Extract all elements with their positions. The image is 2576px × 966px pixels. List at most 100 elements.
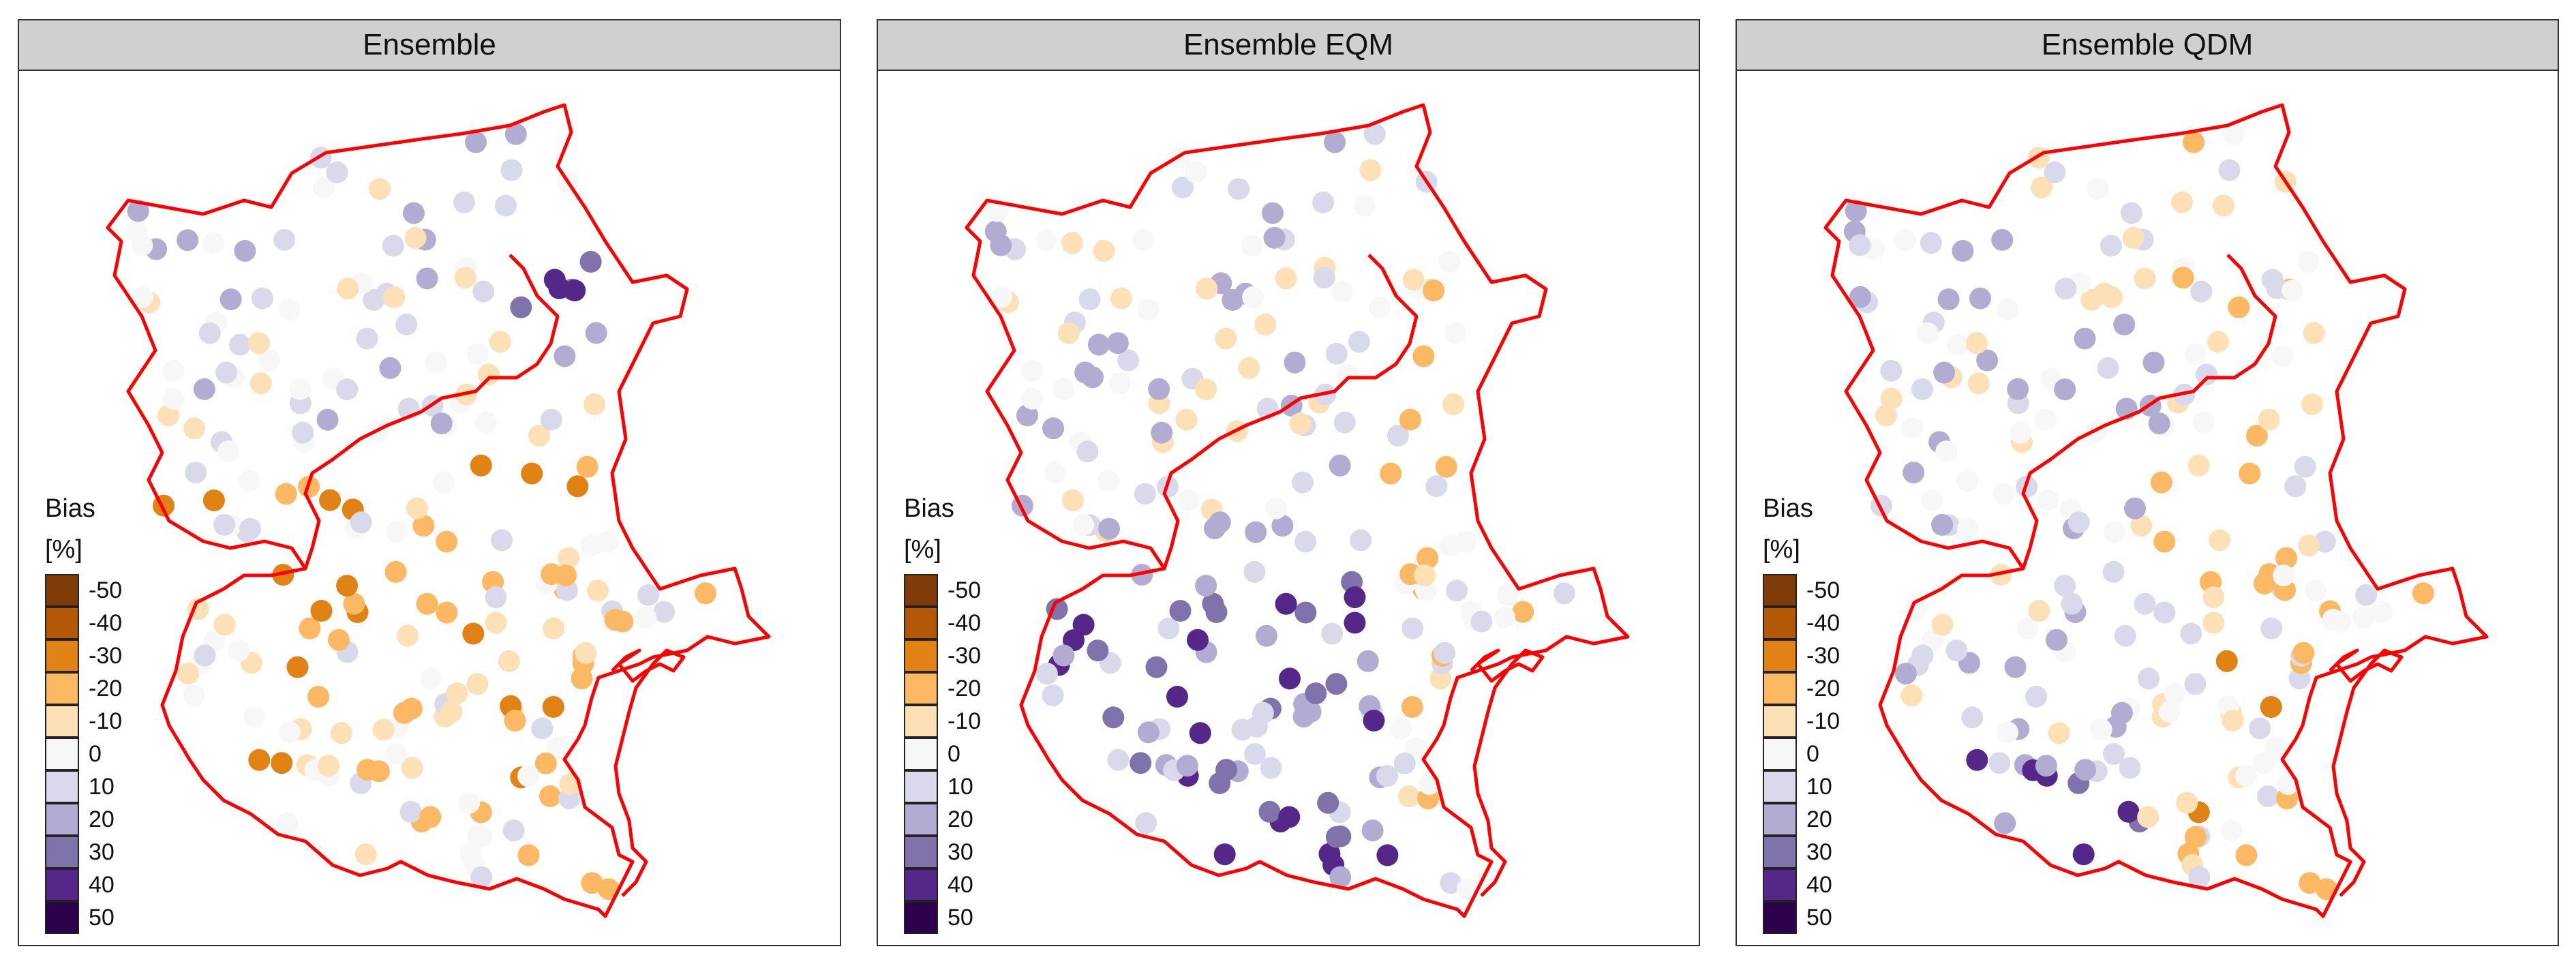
legend-label: -40 (948, 609, 982, 636)
station-marker (1442, 393, 1465, 415)
station-marker (420, 667, 442, 690)
station-marker (127, 200, 149, 222)
station-marker (2074, 327, 2096, 350)
station-marker (2257, 785, 2279, 807)
station-marker (2122, 226, 2145, 249)
station-marker (1168, 147, 1191, 169)
station-marker (2412, 582, 2434, 605)
station-marker (2218, 159, 2241, 181)
station-marker (1215, 327, 1237, 350)
legend-swatch (1763, 901, 1797, 934)
station-marker (2054, 575, 2076, 597)
bias-legend: Bias [%] -50 -40 -30 -20 -10 0 10 20 30 40 50 (45, 488, 122, 934)
station-marker (243, 706, 266, 729)
station-marker (485, 612, 507, 634)
station-marker (466, 342, 489, 365)
legend-label: 30 (89, 839, 115, 865)
station-marker (436, 530, 458, 553)
station-marker (2213, 194, 2234, 217)
station-marker (2153, 601, 2176, 624)
legend-swatch (45, 672, 79, 705)
station-marker (1845, 200, 1867, 222)
bias-map (965, 103, 1630, 918)
station-marker (383, 286, 406, 308)
legend-item: -50 (45, 574, 122, 607)
station-marker (1331, 280, 1354, 303)
legend-item: -10 (904, 705, 981, 738)
legend-item: -40 (1763, 607, 1840, 639)
station-marker (395, 314, 418, 335)
station-marker (474, 411, 497, 434)
station-marker (379, 357, 401, 379)
station-marker (386, 521, 408, 543)
station-marker (1289, 412, 1312, 435)
station-marker (131, 234, 153, 256)
station-marker (336, 378, 359, 401)
station-marker (343, 592, 365, 615)
legend-item: -20 (1763, 672, 1840, 705)
station-marker (611, 610, 634, 633)
station-marker (185, 462, 207, 484)
station-marker (213, 614, 236, 636)
station-marker (2054, 378, 2076, 401)
station-marker (436, 601, 458, 624)
station-marker (2117, 800, 2140, 823)
station-marker (653, 601, 676, 623)
legend-label: 50 (948, 904, 973, 931)
legend-swatch (904, 901, 938, 934)
legend-unit: [%] (904, 535, 941, 564)
station-marker (1401, 617, 1424, 639)
station-marker (2035, 755, 2057, 777)
station-marker (393, 701, 415, 724)
station-marker (2142, 351, 2165, 374)
station-marker (2294, 455, 2316, 478)
station-marker (566, 475, 589, 498)
station-marker (470, 866, 493, 888)
station-marker (1994, 812, 2016, 834)
station-marker (2067, 511, 2090, 534)
legend-swatch (904, 639, 938, 672)
station-marker (416, 592, 438, 615)
station-marker (1512, 601, 1534, 623)
legend-label: 10 (89, 773, 115, 800)
station-marker (1196, 277, 1218, 300)
station-marker (2222, 710, 2244, 731)
station-marker (399, 800, 422, 823)
legend-swatch (904, 738, 938, 770)
station-marker (336, 575, 359, 597)
station-marker (1965, 332, 1988, 354)
station-marker (1931, 513, 1954, 536)
station-marker (307, 686, 329, 708)
station-marker (564, 280, 586, 302)
station-marker (1228, 178, 1250, 200)
station-marker (528, 425, 550, 447)
station-marker (2299, 872, 2321, 894)
legend-swatch (1763, 738, 1797, 770)
station-marker (510, 296, 532, 318)
legend-swatch (45, 574, 79, 607)
station-marker (2301, 393, 2324, 415)
station-marker (587, 579, 609, 602)
station-marker (1107, 749, 1130, 771)
map-area: Bias [%] -50 -40 -30 -20 -10 0 10 20 30 40 50 (878, 71, 1699, 946)
station-marker (1321, 622, 1344, 645)
station-marker (1291, 471, 1314, 494)
station-marker (580, 534, 603, 557)
station-marker (2044, 161, 2066, 183)
station-marker (1093, 240, 1115, 262)
legend-label: 30 (948, 839, 973, 865)
legend-swatch (1763, 574, 1797, 607)
station-marker (575, 642, 597, 664)
map-area: Bias [%] -50 -40 -30 -20 -10 0 10 20 30 40 50 (1737, 71, 2558, 946)
station-marker (258, 349, 281, 372)
legend-label: -30 (89, 642, 123, 669)
legend-item: 10 (904, 770, 981, 803)
station-marker (2282, 280, 2304, 302)
station-marker (1344, 586, 1366, 609)
station-marker (1275, 592, 1297, 615)
station-marker (558, 547, 580, 569)
legend-item: 30 (1763, 836, 1840, 869)
station-marker (1423, 280, 1445, 302)
station-marker (454, 267, 476, 289)
station-marker (2190, 280, 2213, 303)
